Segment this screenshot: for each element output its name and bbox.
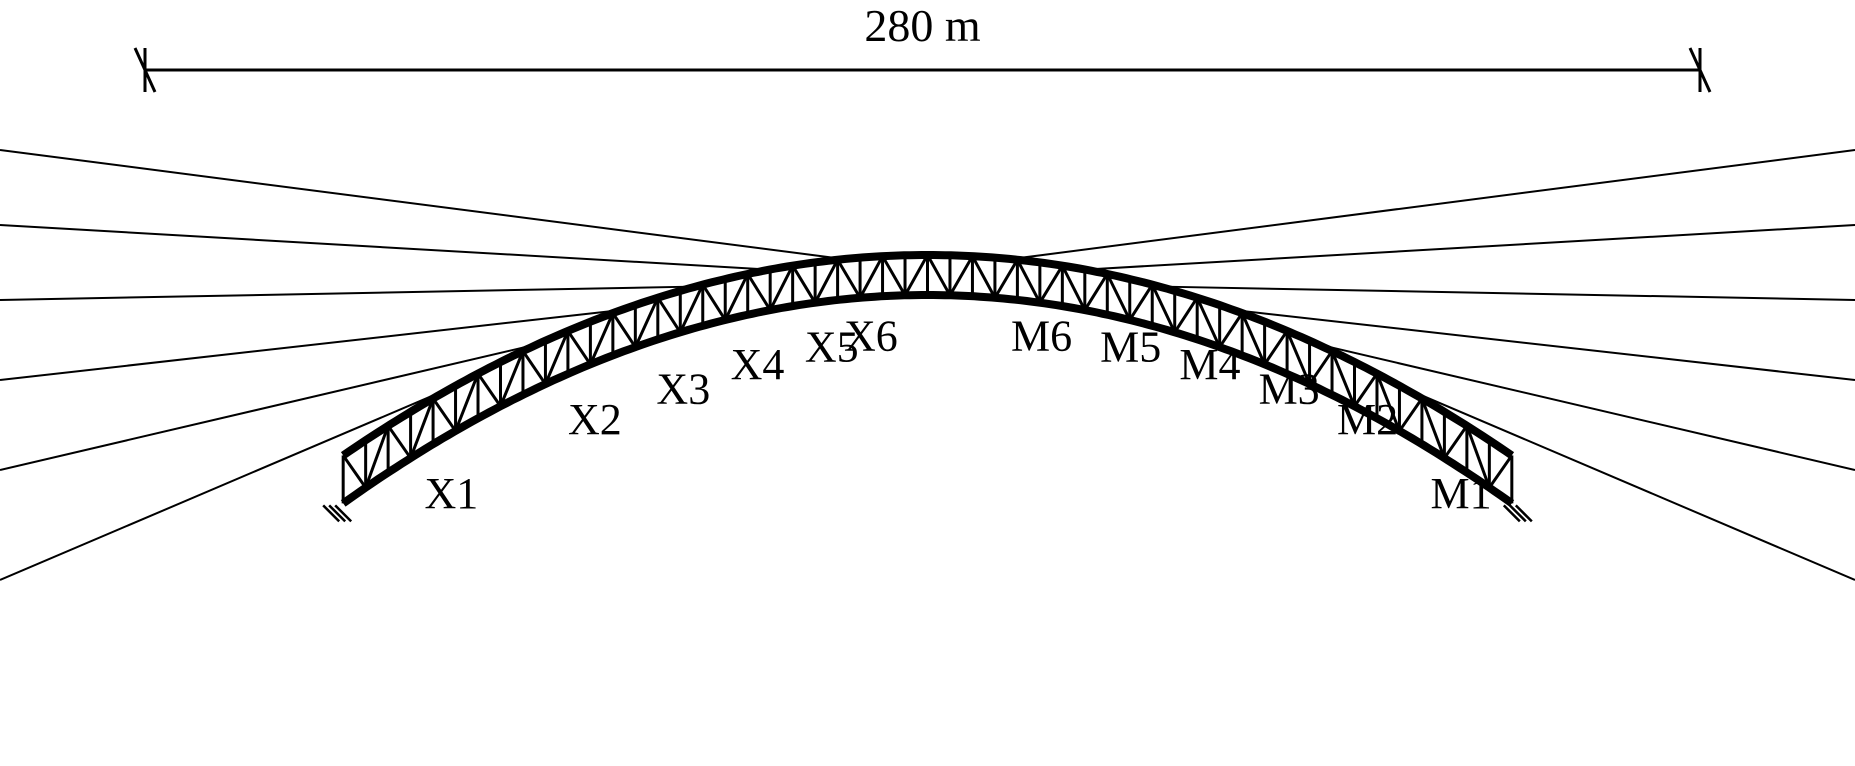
node-label-m3: M3 [1259,364,1320,413]
node-label-m1: M1 [1431,469,1492,518]
cable-left-4 [0,287,696,300]
node-label-m5: M5 [1100,322,1161,371]
node-label-x1: X1 [424,469,478,518]
node-label-m2: M2 [1337,395,1398,444]
cable-right-5 [1085,225,1855,270]
cable-left-5 [0,225,770,270]
node-label-m6: M6 [1011,311,1072,360]
cable-right-6 [1011,150,1855,259]
cable-left-1 [0,386,454,580]
node-label-x4: X4 [731,340,785,389]
cable-left-6 [0,150,844,259]
node-label-x3: X3 [656,364,710,413]
span-label: 280 m [864,0,981,51]
cable-right-4 [1159,287,1855,300]
node-label-x2: X2 [568,395,622,444]
arch-diagram: 280 mX1X2X3X4X5X6M6M5M4M3M2M1 [0,0,1855,766]
node-label-x6: X6 [844,311,898,360]
node-label-m4: M4 [1179,340,1240,389]
